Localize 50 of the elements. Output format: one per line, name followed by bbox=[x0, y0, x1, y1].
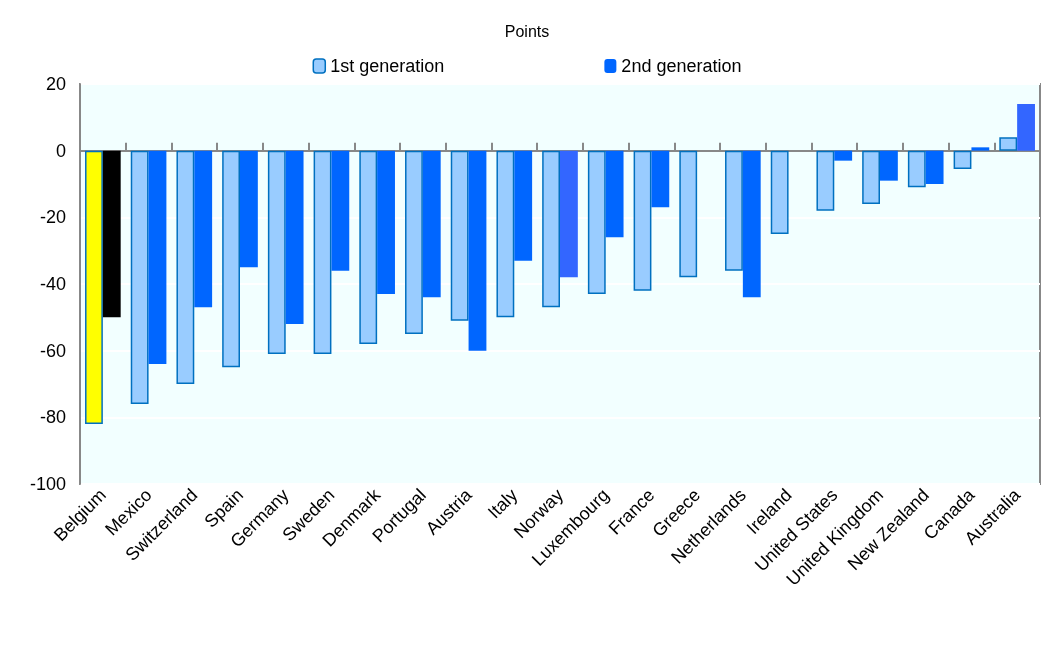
bar bbox=[542, 150, 560, 308]
bar bbox=[907, 150, 926, 188]
bar bbox=[176, 150, 195, 384]
bar bbox=[816, 150, 835, 211]
bar bbox=[331, 150, 350, 271]
bar bbox=[679, 150, 698, 278]
y-tick-label: -40 bbox=[39, 274, 66, 294]
bar bbox=[742, 150, 761, 298]
bar bbox=[130, 150, 149, 404]
bar bbox=[240, 150, 258, 268]
bar bbox=[770, 150, 789, 234]
bar bbox=[605, 150, 624, 238]
bar bbox=[267, 150, 286, 354]
bar bbox=[377, 150, 395, 294]
y-tick-label: -100 bbox=[29, 474, 66, 494]
bar bbox=[862, 150, 880, 204]
bar bbox=[925, 150, 944, 184]
y-axis-title: Points bbox=[504, 22, 550, 40]
bar bbox=[194, 150, 213, 308]
bar bbox=[514, 150, 533, 261]
bar bbox=[633, 150, 652, 291]
bar bbox=[222, 150, 240, 368]
bar bbox=[999, 137, 1018, 151]
legend-label: 2nd generation bbox=[621, 56, 742, 76]
bar bbox=[102, 150, 121, 318]
bar bbox=[359, 150, 378, 344]
bar bbox=[953, 150, 972, 169]
y-tick-label: -60 bbox=[39, 340, 66, 361]
bar bbox=[285, 150, 304, 324]
bar bbox=[1017, 104, 1035, 151]
bar bbox=[651, 150, 670, 208]
bar bbox=[450, 150, 469, 321]
bar bbox=[496, 150, 515, 318]
bar bbox=[587, 150, 606, 294]
bar bbox=[85, 150, 103, 424]
y-tick-label: 20 bbox=[45, 74, 66, 94]
bar bbox=[148, 150, 167, 364]
bar bbox=[468, 150, 487, 351]
bar bbox=[313, 150, 332, 354]
bar bbox=[560, 150, 578, 278]
legend-label: 1st generation bbox=[330, 56, 445, 76]
bar bbox=[422, 150, 441, 298]
y-tick-label: -80 bbox=[39, 407, 66, 428]
y-tick-label: -20 bbox=[39, 207, 66, 228]
bar bbox=[880, 150, 898, 181]
y-tick-label: 0 bbox=[55, 140, 66, 161]
bar bbox=[725, 150, 743, 271]
bar bbox=[971, 147, 990, 151]
bar bbox=[834, 150, 853, 161]
bar bbox=[405, 150, 423, 334]
